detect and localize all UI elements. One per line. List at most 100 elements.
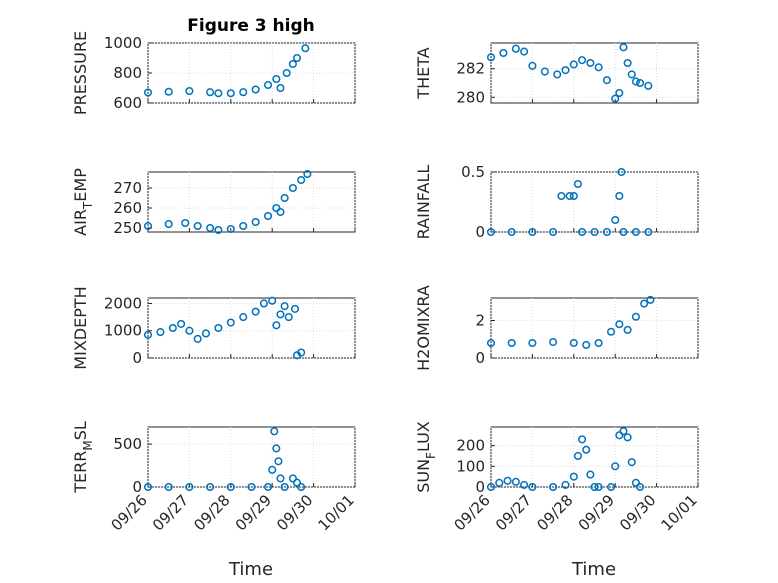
data-point	[239, 221, 248, 231]
data-point	[274, 457, 283, 466]
axes-box	[490, 171, 699, 233]
y-tick-label: 2	[475, 312, 485, 330]
x-axis-label-right: Time	[571, 559, 616, 580]
data-point	[635, 78, 645, 88]
data-point	[499, 48, 508, 58]
data-point	[590, 482, 599, 492]
data-point	[503, 476, 512, 485]
data-point	[619, 427, 628, 436]
y-axis-label: RAINFALL	[414, 165, 433, 240]
data-point	[486, 482, 496, 492]
data-point	[635, 482, 645, 492]
y-tick-label: 260	[113, 199, 142, 217]
data-point	[607, 327, 616, 336]
x-tick-label: 09/30	[616, 491, 659, 534]
data-point	[590, 227, 599, 237]
data-point	[611, 462, 620, 471]
data-point	[615, 320, 624, 329]
data-point	[297, 482, 306, 492]
y-tick-label: 500	[113, 435, 142, 453]
axes-box	[147, 42, 356, 104]
data-point	[631, 227, 640, 237]
data-point	[631, 478, 640, 487]
axes-box	[147, 426, 356, 488]
data-point	[164, 87, 173, 96]
data-point	[276, 474, 285, 483]
axes-box	[490, 297, 699, 359]
data-point	[239, 88, 248, 97]
data-point	[185, 482, 194, 492]
data-point	[272, 321, 281, 330]
data-point	[640, 299, 649, 308]
data-point	[226, 318, 235, 327]
panel-2: 280 282 THETA	[414, 42, 699, 106]
data-point	[270, 427, 279, 436]
data-point	[251, 217, 260, 227]
x-tick-label: 09/29	[575, 491, 618, 534]
data-point	[264, 80, 273, 90]
x-tick-label: 10/01	[315, 491, 358, 534]
panel-5: 0 1000 2000 MIXDEPTH	[71, 286, 356, 370]
y-axis-label: SUNFLUX	[414, 421, 438, 493]
data-point	[193, 334, 202, 343]
axes-box	[490, 426, 699, 488]
y-tick-label: 0	[475, 478, 485, 496]
data-point	[627, 458, 636, 467]
data-point	[290, 304, 300, 313]
data-point	[528, 227, 537, 237]
x-tick-label: 09/27	[149, 491, 192, 534]
data-point	[507, 227, 516, 237]
data-point	[565, 191, 574, 201]
data-point	[520, 47, 529, 56]
data-point	[495, 478, 504, 487]
x-tick-label: 09/26	[108, 491, 151, 534]
data-point	[569, 472, 578, 481]
y-tick-label: 0	[475, 223, 485, 241]
data-point	[644, 81, 653, 90]
data-point	[226, 224, 235, 234]
data-point	[214, 323, 223, 333]
panel-4: 0 0.5 RAINFALL	[414, 163, 699, 241]
data-point	[619, 43, 628, 52]
axes-box	[490, 42, 699, 104]
data-point	[168, 323, 177, 333]
x-tick-label: 09/30	[273, 491, 316, 534]
data-point	[164, 219, 173, 229]
data-point	[185, 326, 194, 335]
y-axis-label: H2OMIXRA	[414, 285, 433, 371]
data-point	[528, 338, 537, 348]
data-point	[272, 74, 281, 84]
data-point	[297, 348, 306, 357]
data-point	[549, 482, 558, 492]
panel-3: 250 260 270 AIRTEMP	[71, 168, 356, 237]
y-tick-label: 100	[456, 457, 485, 475]
data-point	[301, 44, 310, 53]
data-point	[280, 302, 289, 311]
data-point	[268, 296, 277, 305]
data-point	[578, 56, 587, 65]
y-axis-label: PRESSURE	[71, 31, 90, 115]
data-point	[486, 53, 496, 62]
data-point	[549, 338, 558, 347]
data-point	[607, 482, 616, 492]
y-axis-label: MIXDEPTH	[71, 286, 90, 369]
data-point	[251, 307, 260, 316]
data-point	[226, 89, 235, 98]
data-point	[631, 312, 640, 321]
data-point	[214, 225, 223, 235]
data-point	[578, 227, 587, 237]
data-point	[569, 338, 578, 348]
data-point	[303, 169, 312, 179]
y-tick-label: 270	[113, 179, 142, 197]
x-tick-label: 09/28	[190, 491, 233, 534]
y-tick-label: 0.5	[461, 163, 485, 181]
data-point	[486, 338, 496, 348]
data-point	[528, 61, 537, 70]
data-point	[292, 53, 302, 63]
y-axis-label: AIRTEMP	[71, 168, 95, 236]
data-point	[214, 89, 223, 98]
data-point	[143, 88, 153, 97]
data-point	[201, 329, 211, 338]
